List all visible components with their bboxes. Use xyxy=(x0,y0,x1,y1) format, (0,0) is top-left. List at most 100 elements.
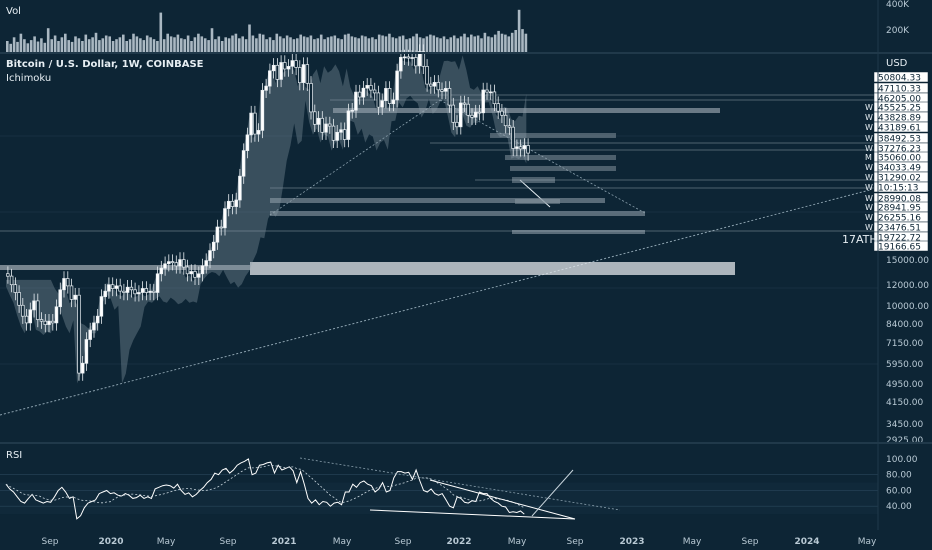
price-tag-label: 38492.53 xyxy=(878,135,921,145)
candle-down xyxy=(485,89,489,93)
candle-up xyxy=(140,288,145,293)
volume-bar xyxy=(394,38,398,53)
candle-up xyxy=(301,64,306,83)
rsi-line xyxy=(5,458,525,520)
volume-bar xyxy=(203,38,207,53)
volume-bar xyxy=(77,38,81,53)
volume-bar xyxy=(490,37,494,52)
volume-bars xyxy=(6,9,528,53)
candle-up xyxy=(432,82,437,87)
volume-bar xyxy=(319,34,323,52)
volume-bar xyxy=(166,33,169,52)
volume-bar xyxy=(476,35,480,52)
candle-down xyxy=(43,320,48,325)
volume-bar xyxy=(156,41,159,52)
candle-up xyxy=(316,117,321,125)
volume-bar xyxy=(217,36,221,52)
volume-bar xyxy=(210,28,214,52)
volume-bar xyxy=(125,41,128,52)
volume-bar xyxy=(480,38,483,53)
volume-title: Vol xyxy=(6,6,21,17)
candle-down xyxy=(313,111,317,125)
candle-down xyxy=(342,129,347,140)
price-tick-label: 15000.00 xyxy=(886,256,929,266)
price-tag-label: 23476.51 xyxy=(878,224,921,234)
volume-bar xyxy=(285,35,289,52)
volume-bar xyxy=(53,35,57,52)
volume-bar xyxy=(487,36,490,52)
volume-bar xyxy=(272,40,275,52)
volume-bar xyxy=(302,36,306,52)
price-tag-label: 19722.72 xyxy=(878,234,921,244)
volume-bar xyxy=(333,35,337,52)
candle-up xyxy=(399,56,403,72)
date-tick-label: 2021 xyxy=(271,537,296,547)
volume-bar xyxy=(347,33,350,52)
level-band xyxy=(505,155,616,160)
volume-bar xyxy=(401,35,405,52)
volume-bar xyxy=(316,38,320,53)
candle-down xyxy=(13,284,18,293)
volume-bar xyxy=(439,38,442,53)
volume-bar xyxy=(12,37,16,52)
candle-up xyxy=(458,102,463,128)
candle-down xyxy=(369,85,373,91)
volume-bar xyxy=(408,38,412,53)
volume-bar xyxy=(323,39,326,52)
level-marker: W xyxy=(865,163,873,172)
rsi-title: RSI xyxy=(6,450,23,461)
price-tag-label: 50804.33 xyxy=(878,74,921,84)
volume-bar xyxy=(9,43,12,53)
candle-up xyxy=(163,263,167,269)
candle-down xyxy=(511,126,515,149)
volume-bar xyxy=(122,34,125,52)
volume-bar xyxy=(415,33,418,52)
volume-bar xyxy=(6,41,9,52)
volume-bar xyxy=(118,37,122,52)
ath-annotation: 17ATH xyxy=(842,233,878,246)
volume-bar xyxy=(442,36,446,52)
date-tick-label: Sep xyxy=(220,537,237,547)
volume-bar xyxy=(152,39,156,52)
candle-down xyxy=(466,103,470,116)
candle-down xyxy=(51,320,55,324)
currency-label: USD xyxy=(886,58,908,69)
volume-bar xyxy=(446,39,449,52)
volume-bar xyxy=(43,42,47,52)
volume-bar xyxy=(425,36,429,52)
candle-up xyxy=(245,134,250,151)
level-marker: W xyxy=(865,223,873,232)
volume-bar xyxy=(412,36,415,52)
candle-up xyxy=(88,329,92,340)
level-marker: M xyxy=(865,153,872,162)
candle-up xyxy=(354,91,358,111)
volume-bar xyxy=(145,35,149,52)
candle-up xyxy=(350,109,354,112)
volume-bar xyxy=(466,37,470,52)
candle-up xyxy=(204,260,208,267)
long-term-trendline xyxy=(0,189,871,416)
candle-up xyxy=(155,273,160,293)
candle-up xyxy=(84,339,89,364)
volume-bar xyxy=(46,28,50,52)
volume-bar xyxy=(289,37,292,52)
candle-up xyxy=(241,150,246,177)
level-band xyxy=(490,133,616,138)
candle-down xyxy=(152,290,156,293)
price-tag-label: 31290.02 xyxy=(878,174,921,184)
candle-up xyxy=(473,111,478,118)
level-marker: W xyxy=(865,103,873,112)
volume-bar xyxy=(456,38,459,53)
candle-down xyxy=(309,83,313,113)
price-tag xyxy=(873,121,929,133)
price-tag xyxy=(873,71,929,83)
volume-bar xyxy=(36,41,40,52)
price-candles xyxy=(6,44,530,381)
price-tag-label: 43828.89 xyxy=(878,114,921,124)
volume-bar xyxy=(510,32,514,53)
price-lines xyxy=(0,55,878,416)
candle-up xyxy=(324,123,328,133)
volume-bar xyxy=(108,36,111,52)
volume-bar xyxy=(207,40,210,52)
price-title: Bitcoin / U.S. Dollar, 1W, COINBASE xyxy=(6,59,204,70)
